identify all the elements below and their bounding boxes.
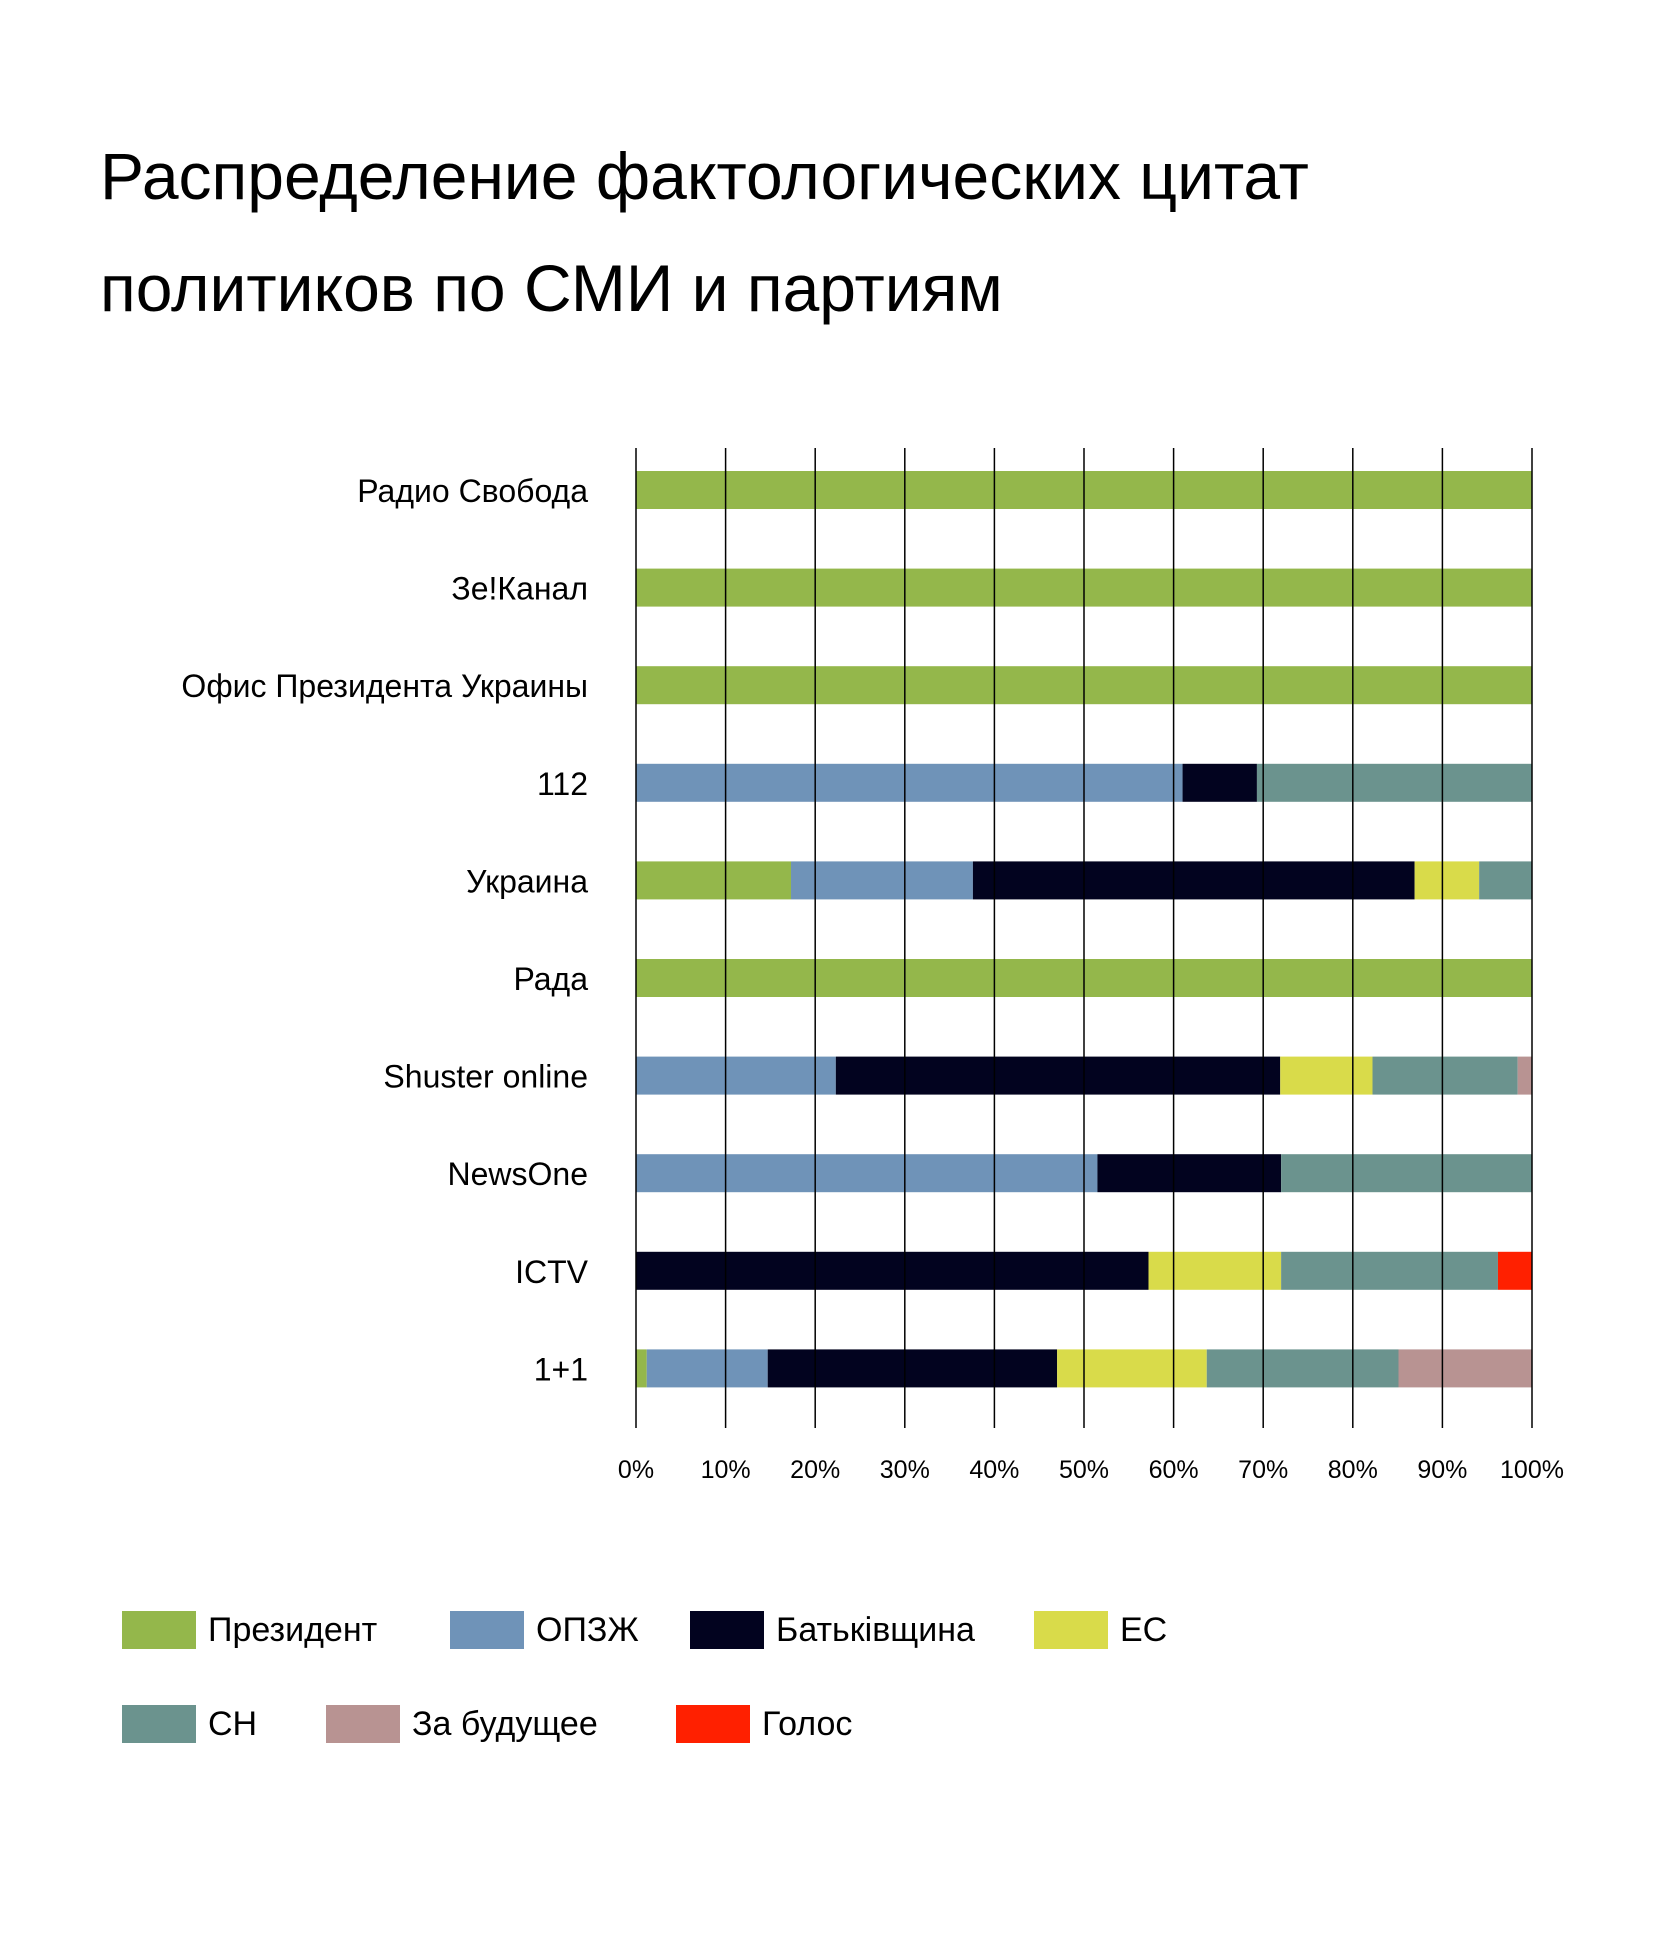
bar-segment xyxy=(636,763,1183,802)
bar-segment xyxy=(636,1056,836,1095)
x-tick-label: 80% xyxy=(1328,1456,1378,1484)
stacked-bar-chart: Радио Свобода Зе!Канал Офис Президента Укр… xyxy=(181,448,1564,1484)
bar-segment xyxy=(636,1349,647,1388)
legend-label: Голос xyxy=(762,1704,853,1743)
legend-item-es: ЕС xyxy=(1034,1610,1167,1650)
x-tick-label: 50% xyxy=(1059,1456,1109,1484)
x-tick-label: 20% xyxy=(790,1456,840,1484)
category-label: NewsOne xyxy=(448,1156,589,1192)
legend-item-sn: СН xyxy=(122,1704,257,1744)
x-tick-label: 10% xyxy=(701,1456,751,1484)
bar-segment xyxy=(1057,1349,1207,1388)
bar-segment xyxy=(1182,763,1257,802)
legend-swatch xyxy=(326,1705,400,1743)
category-label: Зе!Канал xyxy=(451,571,588,607)
category-label: Рада xyxy=(513,961,588,997)
x-tick-label: 40% xyxy=(969,1456,1019,1484)
bar-segment xyxy=(1280,1056,1373,1095)
legend-swatch xyxy=(1034,1611,1108,1649)
x-tick-label: 60% xyxy=(1149,1456,1199,1484)
bar-segment xyxy=(1414,861,1480,900)
legend-label: Батьківщина xyxy=(776,1610,975,1649)
chart-title: Распределение фактологических цитат поли… xyxy=(100,120,1580,344)
category-label: Радио Свобода xyxy=(357,473,588,509)
legend-item-opzzh: ОПЗЖ xyxy=(450,1610,639,1650)
legend-item-batkivshchyna: Батьківщина xyxy=(690,1610,975,1650)
x-tick-label: 100% xyxy=(1500,1456,1564,1484)
legend-swatch xyxy=(122,1611,196,1649)
chart-title-line-1: Распределение фактологических цитат xyxy=(100,139,1309,213)
category-label: 1+1 xyxy=(534,1351,588,1387)
legend-label: СН xyxy=(208,1704,258,1743)
chart-title-line-2: политиков по СМИ и партиям xyxy=(100,251,1003,325)
bar-segment xyxy=(767,1349,1058,1388)
bar-segment xyxy=(1148,1251,1282,1290)
category-label: Украина xyxy=(466,863,588,899)
legend-swatch xyxy=(690,1611,764,1649)
legend-label: Президент xyxy=(208,1610,378,1649)
x-tick-label: 90% xyxy=(1417,1456,1467,1484)
bar-segment xyxy=(1479,861,1532,900)
bar-segment xyxy=(791,861,973,900)
legend-label: ЕС xyxy=(1120,1610,1168,1649)
bar-segment xyxy=(972,861,1415,900)
bar-segment xyxy=(1206,1349,1399,1388)
bar-segment xyxy=(1517,1056,1532,1095)
bar-segment xyxy=(1281,1251,1498,1290)
bar-segment xyxy=(646,1349,768,1388)
bar-segment xyxy=(636,1251,1149,1290)
legend-label: ОПЗЖ xyxy=(536,1610,639,1649)
bar-segment xyxy=(835,1056,1281,1095)
bar-segment xyxy=(1372,1056,1518,1095)
category-label: Офис Президента Украины xyxy=(181,668,588,704)
x-tick-label: 70% xyxy=(1238,1456,1288,1484)
legend-label: За будущее xyxy=(412,1704,598,1743)
legend-item-prezident: Президент xyxy=(122,1610,377,1650)
bar-segment xyxy=(636,1154,1098,1193)
legend-swatch xyxy=(676,1705,750,1743)
bar-segment xyxy=(1256,763,1532,802)
bar-segment xyxy=(1097,1154,1282,1193)
bar-segment xyxy=(1281,1154,1532,1193)
bar-segment xyxy=(636,861,792,900)
category-label: 112 xyxy=(537,766,588,802)
bar-segment xyxy=(1497,1251,1532,1290)
legend-item-golos: Голос xyxy=(676,1704,852,1744)
legend-item-za-budushchee: За будущее xyxy=(326,1704,598,1744)
legend-swatch xyxy=(122,1705,196,1743)
category-label: Shuster online xyxy=(383,1059,588,1095)
x-tick-label: 30% xyxy=(880,1456,930,1484)
bar-segment xyxy=(1398,1349,1532,1388)
legend-swatch xyxy=(450,1611,524,1649)
category-label: ICTV xyxy=(515,1254,589,1290)
x-tick-label: 0% xyxy=(618,1456,654,1484)
